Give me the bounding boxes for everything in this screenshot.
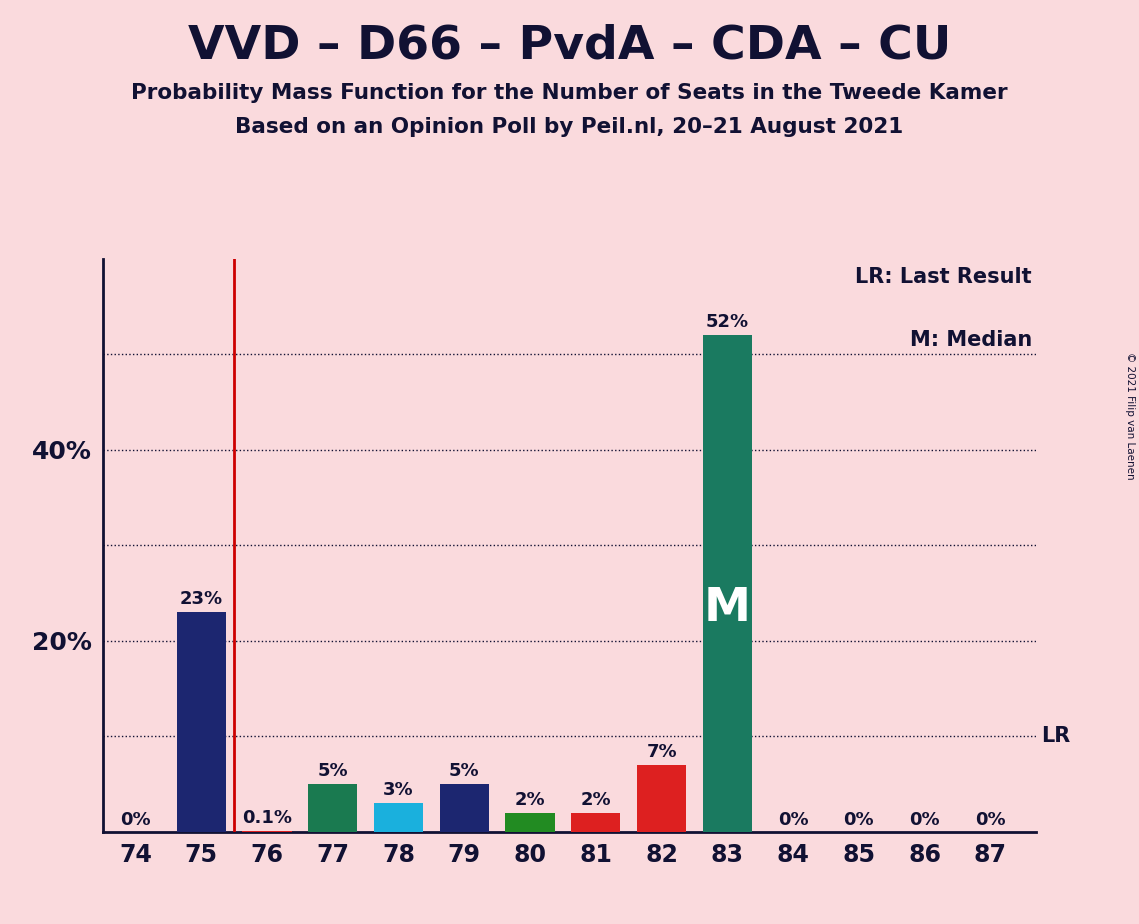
- Text: VVD – D66 – PvdA – CDA – CU: VVD – D66 – PvdA – CDA – CU: [188, 23, 951, 68]
- Text: 0%: 0%: [778, 810, 809, 829]
- Text: 0%: 0%: [909, 810, 940, 829]
- Text: Probability Mass Function for the Number of Seats in the Tweede Kamer: Probability Mass Function for the Number…: [131, 83, 1008, 103]
- Bar: [571, 812, 621, 832]
- Text: 5%: 5%: [449, 762, 480, 780]
- Text: 3%: 3%: [383, 781, 413, 799]
- Bar: [177, 612, 226, 832]
- Text: 5%: 5%: [318, 762, 349, 780]
- Bar: [703, 335, 752, 832]
- Bar: [440, 784, 489, 832]
- Text: M: M: [704, 586, 751, 631]
- Text: 0%: 0%: [120, 810, 150, 829]
- Text: 0%: 0%: [975, 810, 1006, 829]
- Text: 2%: 2%: [515, 791, 546, 808]
- Text: LR: Last Result: LR: Last Result: [855, 267, 1032, 287]
- Bar: [308, 784, 358, 832]
- Bar: [374, 803, 424, 832]
- Text: © 2021 Filip van Laenen: © 2021 Filip van Laenen: [1125, 352, 1134, 480]
- Bar: [506, 812, 555, 832]
- Text: 0%: 0%: [844, 810, 875, 829]
- Text: 2%: 2%: [581, 791, 612, 808]
- Text: LR: LR: [1041, 726, 1071, 746]
- Text: 52%: 52%: [706, 313, 749, 332]
- Text: 23%: 23%: [180, 590, 223, 608]
- Text: 0.1%: 0.1%: [241, 808, 292, 827]
- Text: Based on an Opinion Poll by Peil.nl, 20–21 August 2021: Based on an Opinion Poll by Peil.nl, 20–…: [236, 117, 903, 138]
- Text: M: Median: M: Median: [910, 331, 1032, 350]
- Text: 7%: 7%: [646, 743, 677, 761]
- Bar: [637, 765, 687, 832]
- Bar: [243, 831, 292, 832]
